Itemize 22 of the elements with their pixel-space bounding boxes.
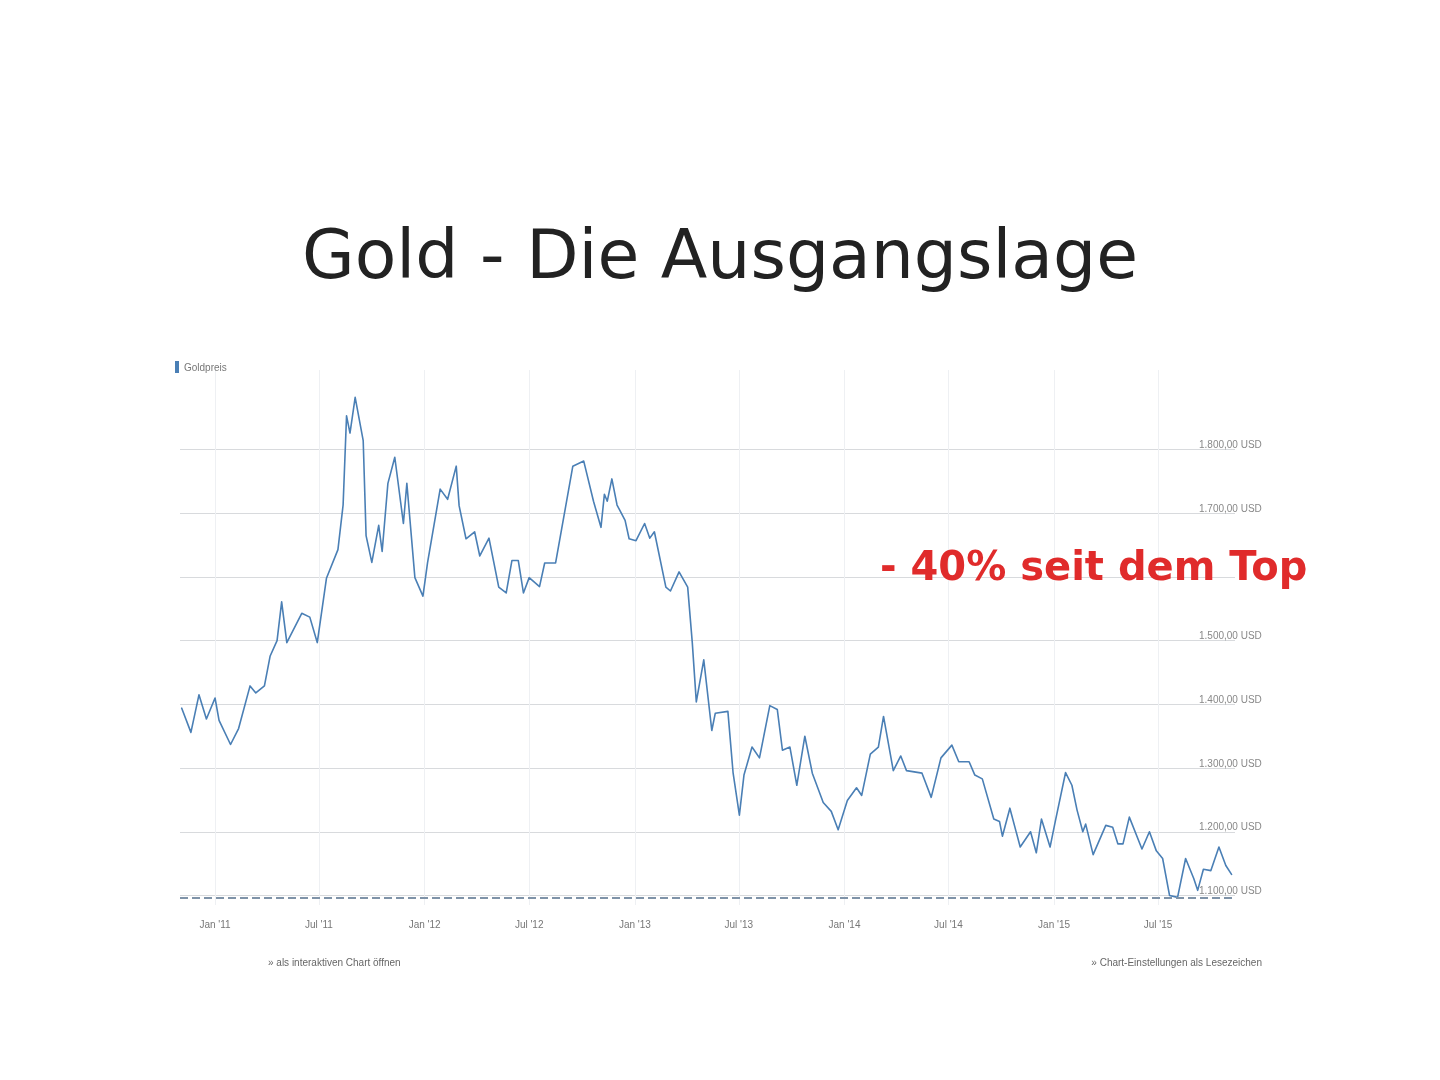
y-tick-label: 1.500,00 USD [1199,630,1262,642]
y-tick-label: 1.700,00 USD [1199,502,1262,514]
x-tick-label: Jul '13 [724,918,754,930]
x-tick-label: Jan '13 [618,918,652,930]
y-tick-label: 1.400,00 USD [1199,693,1262,705]
y-tick-label: 1.300,00 USD [1199,757,1262,769]
x-tick-label: Jan '14 [828,918,861,930]
x-tick-label: Jul '15 [1143,918,1173,930]
x-tick-label: Jul '12 [514,918,544,930]
text: » Chart-Einstellungen als Lesezeichen [1091,957,1262,968]
y-tick-label: 1.800,00 USD [1199,439,1262,451]
text: » als interaktiven Chart öffnen [268,957,401,968]
legend-label: Goldpreis [184,361,227,373]
x-tick-label: Jan '12 [408,918,442,930]
x-tick-label: Jan '11 [199,918,232,930]
x-tick-label: Jul '11 [305,918,334,930]
chart-title: Gold - Die Ausgangslage [301,215,1139,294]
annotation: - 40% seit dem Top [880,543,1308,589]
x-tick-label: Jan '15 [1038,918,1071,930]
y-tick-label: 1.100,00 USD [1199,884,1262,896]
x-tick-label: Jul '14 [934,918,964,930]
y-tick-label: 1.200,00 USD [1199,821,1262,833]
